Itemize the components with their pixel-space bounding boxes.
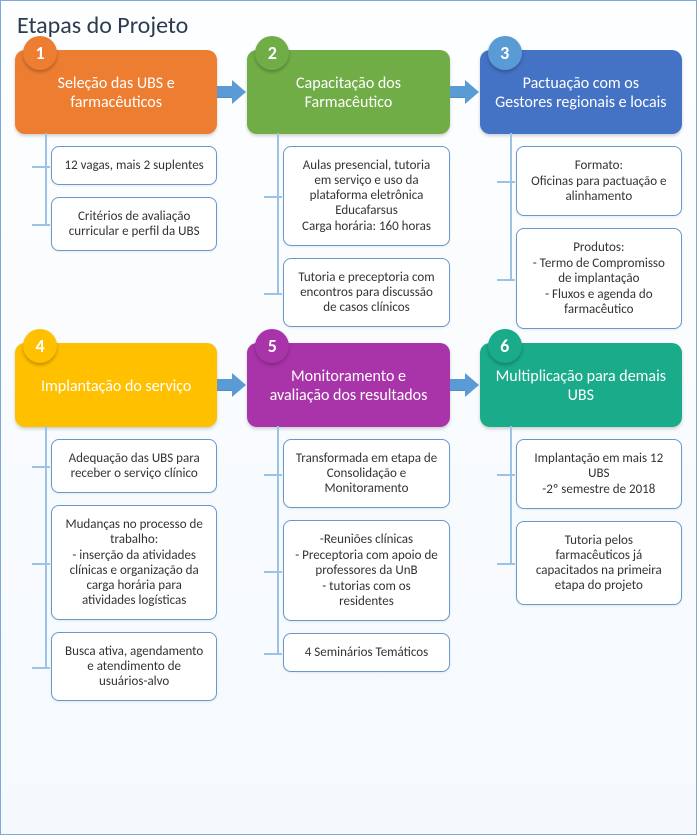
step-column: 3Pactuação com os Gestores regionais e l… (480, 50, 682, 329)
sub-lines: Mudanças no processo de trabalho:- inser… (62, 517, 206, 608)
sub-line: - tutorias com os residentes (294, 579, 438, 609)
sub-line: Adequação das UBS para receber o serviço… (62, 451, 206, 481)
step-title: Capacitação dos Farmacêutico (261, 74, 435, 112)
sub-lines: Tutoria pelos farmacêuticos já capacitad… (527, 533, 671, 593)
sub-box: Tutoria e preceptoria com encontros para… (283, 258, 449, 327)
connector-line (45, 426, 47, 667)
sub-line: -2º semestre de 2018 (527, 482, 671, 497)
sub-box: Transformada em etapa de Consolidação e … (283, 439, 449, 508)
sub-line: Mudanças no processo de trabalho: (62, 517, 206, 547)
row: 1Seleção das UBS e farmacêuticos12 vagas… (15, 50, 682, 329)
sub-lines: Aulas presencial, tutoria em serviço e u… (294, 158, 438, 234)
step-title: Pactuação com os Gestores regionais e lo… (494, 74, 668, 112)
sub-box: Formato:Oficinas para pactuação e alinha… (516, 146, 682, 216)
connector-line (45, 133, 47, 224)
sub-box: Adequação das UBS para receber o serviço… (51, 439, 217, 493)
sub-lines: Critérios de avaliação curricular e perf… (62, 209, 206, 239)
step-number-badge: 1 (23, 36, 57, 70)
sub-line: - inserção da atividades clínicas e orga… (62, 548, 206, 608)
step-column: 5Monitoramento e avaliação dos resultado… (247, 343, 449, 672)
sub-line: Transformada em etapa de Consolidação e … (294, 451, 438, 496)
sub-line: -Reuniões clínicas (294, 532, 438, 547)
page-title: Etapas do Projeto (17, 11, 682, 40)
sub-box: Mudanças no processo de trabalho:- inser… (51, 505, 217, 620)
sub-line: - Preceptoria com apoio de professores d… (294, 548, 438, 578)
arrow-icon (450, 343, 480, 397)
sub-box: 12 vagas, mais 2 suplentes (51, 146, 217, 185)
arrow-icon (217, 50, 247, 104)
step-title: Multiplicação para demais UBS (494, 367, 668, 405)
sub-box: Critérios de avaliação curricular e perf… (51, 197, 217, 251)
sub-line: Oficinas para pactuação e alinhamento (527, 174, 671, 204)
sub-line: 4 Seminários Temáticos (294, 645, 438, 660)
sub-line: 12 vagas, mais 2 suplentes (62, 158, 206, 173)
sub-lines: Formato:Oficinas para pactuação e alinha… (527, 158, 671, 204)
step-number-badge: 6 (488, 329, 522, 363)
connector-line (277, 133, 279, 293)
step-title: Monitoramento e avaliação dos resultados (261, 367, 435, 405)
step-column: 6Multiplicação para demais UBSImplantaçã… (480, 343, 682, 605)
sub-line: - Fluxos e agenda do farmacêutico (527, 287, 671, 317)
sub-line: Tutoria pelos farmacêuticos já capacitad… (527, 533, 671, 593)
diagram-container: Etapas do Projeto 1Seleção das UBS e far… (0, 0, 697, 835)
step-column: 1Seleção das UBS e farmacêuticos12 vagas… (15, 50, 217, 251)
sub-line: Carga horária: 160 horas (294, 219, 438, 234)
step-column: 4Implantação do serviçoAdequação das UBS… (15, 343, 217, 701)
sub-box: Tutoria pelos farmacêuticos já capacitad… (516, 521, 682, 605)
step-title: Implantação do serviço (41, 377, 191, 396)
sub-box: Aulas presencial, tutoria em serviço e u… (283, 146, 449, 246)
sub-box: Produtos:- Termo de Compromisso de impla… (516, 228, 682, 329)
sub-box: -Reuniões clínicas- Preceptoria com apoi… (283, 520, 449, 621)
sub-lines: Busca ativa, agendamento e atendimento d… (62, 644, 206, 689)
step-number-badge: 3 (488, 36, 522, 70)
sub-line: - Termo de Compromisso de implantação (527, 256, 671, 286)
sub-box: Busca ativa, agendamento e atendimento d… (51, 632, 217, 701)
sub-lines: 4 Seminários Temáticos (294, 645, 438, 660)
step-title: Seleção das UBS e farmacêuticos (29, 74, 203, 112)
sub-lines: 12 vagas, mais 2 suplentes (62, 158, 206, 173)
connector-line (510, 133, 512, 279)
sub-line: Implantação em mais 12 UBS (527, 451, 671, 481)
sub-box: Implantação em mais 12 UBS-2º semestre d… (516, 439, 682, 509)
row: 4Implantação do serviçoAdequação das UBS… (15, 343, 682, 701)
sub-line: Formato: (527, 158, 671, 173)
sub-lines: -Reuniões clínicas- Preceptoria com apoi… (294, 532, 438, 609)
sub-lines: Adequação das UBS para receber o serviço… (62, 451, 206, 481)
sub-line: Tutoria e preceptoria com encontros para… (294, 270, 438, 315)
sub-lines: Transformada em etapa de Consolidação e … (294, 451, 438, 496)
arrow-icon (217, 343, 247, 397)
sub-box: 4 Seminários Temáticos (283, 633, 449, 672)
sub-lines: Implantação em mais 12 UBS-2º semestre d… (527, 451, 671, 497)
step-column: 2Capacitação dos FarmacêuticoAulas prese… (247, 50, 449, 327)
connector-line (510, 426, 512, 563)
sub-line: Critérios de avaliação curricular e perf… (62, 209, 206, 239)
step-number-badge: 4 (23, 329, 57, 363)
connector-line (277, 426, 279, 653)
sub-lines: Produtos:- Termo de Compromisso de impla… (527, 240, 671, 317)
sub-lines: Tutoria e preceptoria com encontros para… (294, 270, 438, 315)
rows-wrapper: 1Seleção das UBS e farmacêuticos12 vagas… (15, 50, 682, 701)
sub-line: Produtos: (527, 240, 671, 255)
sub-line: Aulas presencial, tutoria em serviço e u… (294, 158, 438, 218)
arrow-icon (450, 50, 480, 104)
sub-line: Busca ativa, agendamento e atendimento d… (62, 644, 206, 689)
